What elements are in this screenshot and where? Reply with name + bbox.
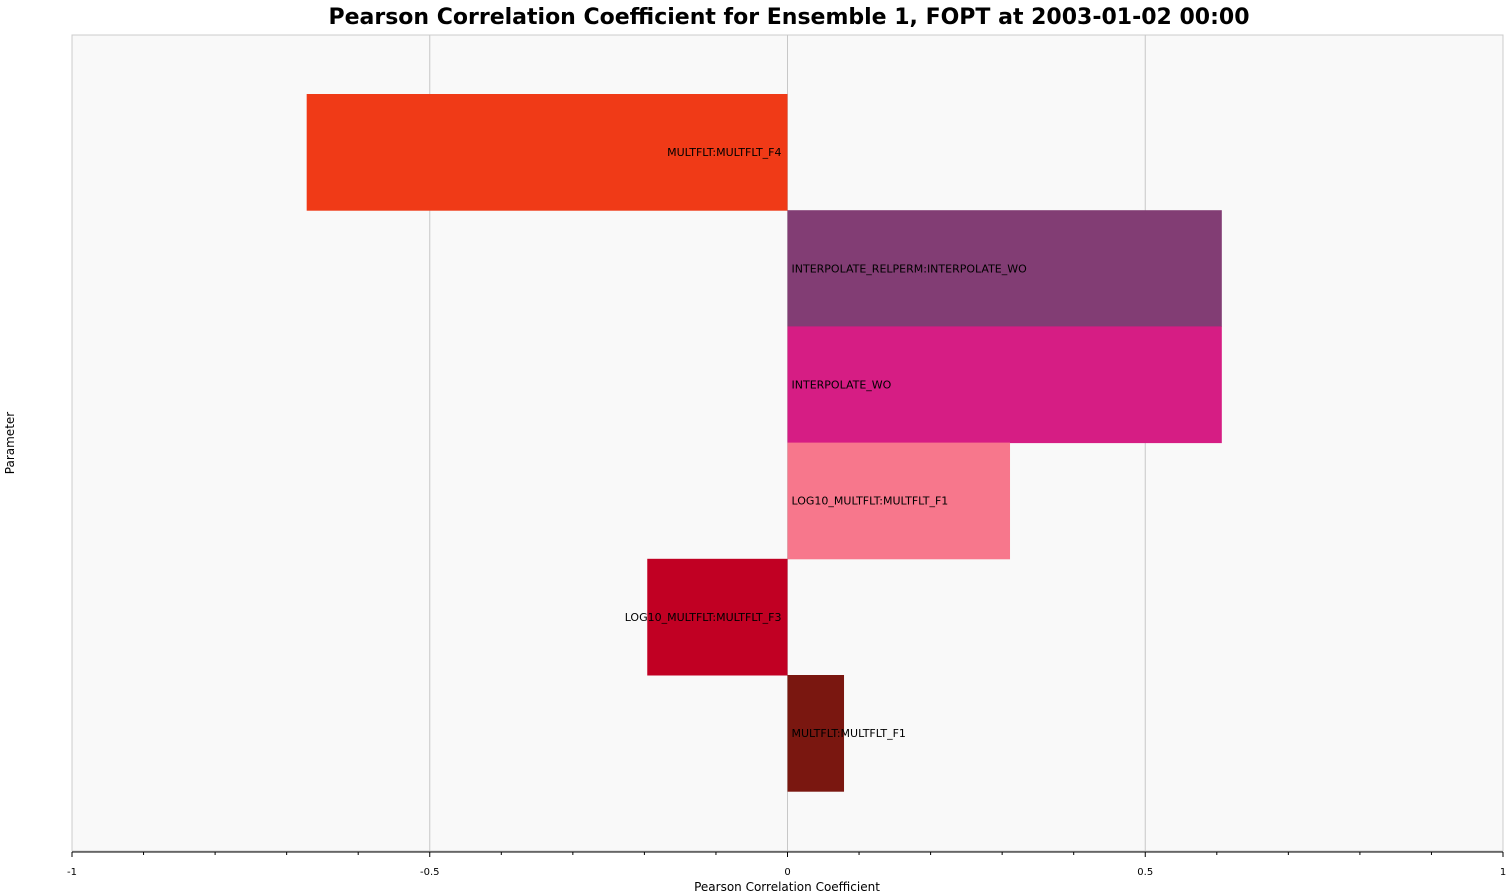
bar-3 [787,442,1011,560]
bar-label-0: MULTFLT:MULTFLT_F4 [667,146,781,159]
bar-1 [787,210,1222,327]
bar-label-4: LOG10_MULTFLT:MULTFLT_F3 [625,611,782,624]
x-tick-label-3: 0.5 [1137,867,1153,878]
bar-label-3: LOG10_MULTFLT:MULTFLT_F1 [792,495,949,508]
x-tick-label-1: -0.5 [420,867,440,878]
x-axis: -1 -0.5 0 0.5 1 [67,851,1506,878]
x-axis-label: Pearson Correlation Coefficient [694,880,880,894]
x-tick-label-0: -1 [67,867,77,878]
chart-title: Pearson Correlation Coefficient for Ense… [328,5,1249,30]
bar-4 [647,558,788,676]
bar-labels: MULTFLT:MULTFLT_F4 INTERPOLATE_RELPERM:IN… [625,146,1027,740]
y-axis-label: Parameter [3,412,17,474]
bar-label-2: INTERPOLATE_WO [792,379,892,392]
bar-5 [787,675,845,792]
bar-label-1: INTERPOLATE_RELPERM:INTERPOLATE_WO [792,262,1028,275]
bar-0 [306,94,788,211]
x-tick-label-4: 1 [1500,867,1506,878]
bar-2 [787,326,1222,444]
bars [306,94,1222,792]
bar-label-5: MULTFLT:MULTFLT_F1 [792,727,906,740]
x-tick-label-2: 0 [784,867,790,878]
